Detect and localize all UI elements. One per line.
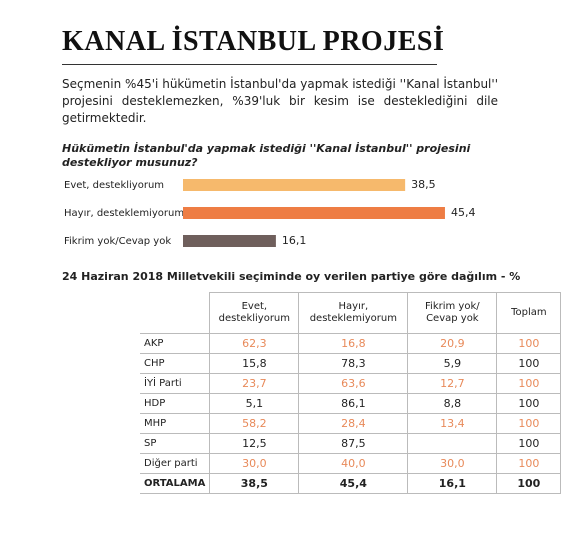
title: KANAL İSTANBUL PROJESİ (62, 26, 445, 57)
cell: 100 (496, 433, 562, 454)
cell: 5,9 (407, 353, 498, 374)
cell: 28,4 (298, 413, 409, 434)
row-label: İYİ Parti (140, 373, 211, 394)
cell: 20,9 (407, 333, 498, 354)
column-header: Evet, destekliyorum (209, 292, 300, 334)
cell: 8,8 (407, 393, 498, 414)
chart: Evet, destekliyorum 38,5 Hayır, desteklemi… (64, 178, 476, 247)
row-label: CHP (140, 353, 211, 374)
cell: 100 (496, 453, 562, 474)
cell: 30,0 (407, 453, 498, 474)
cell: 58,2 (209, 413, 300, 434)
header-row: Evet, destekliyorum Hayır, desteklemiyoru… (140, 292, 562, 334)
cell: 23,7 (209, 373, 300, 394)
cell: 15,8 (209, 353, 300, 374)
row-label: HDP (140, 393, 211, 414)
bar (183, 235, 276, 247)
cell: 63,6 (298, 373, 409, 394)
cell: 16,1 (407, 473, 498, 494)
chart-title: Hükümetin İstanbul'da yapmak istediği ''… (62, 142, 471, 169)
category-label: Hayır, desteklemiyorum (64, 208, 184, 219)
cell: 12,5 (209, 433, 300, 454)
cell: 40,0 (298, 453, 409, 474)
table-row: SP 12,5 87,5 100 (140, 433, 562, 454)
value-label: 16,1 (282, 234, 307, 247)
cell: 100 (496, 333, 562, 354)
column-header: Fikrim yok/ Cevap yok (407, 292, 498, 334)
row-label: AKP (140, 333, 211, 354)
row-label: MHP (140, 413, 211, 434)
cell: 100 (496, 393, 562, 414)
column-header (140, 293, 210, 334)
cell: 100 (496, 413, 562, 434)
row-label: SP (140, 433, 211, 454)
cell: 86,1 (298, 393, 409, 414)
table-row: HDP 5,1 86,1 8,8 100 (140, 393, 562, 414)
bar (183, 207, 445, 219)
table: Evet, destekliyorum Hayır, desteklemiyoru… (140, 292, 562, 494)
cell: 100 (496, 473, 562, 494)
cell: 5,1 (209, 393, 300, 414)
table-title: 24 Haziran 2018 Milletvekili seçiminde o… (62, 270, 521, 283)
cell: 38,5 (209, 473, 300, 494)
cell: 62,3 (209, 333, 300, 354)
cell: 12,7 (407, 373, 498, 394)
cell: 13,4 (407, 413, 498, 434)
cell: 45,4 (298, 473, 409, 494)
table-row: Diğer parti 30,0 40,0 30,0 100 (140, 453, 562, 474)
category-label: Fikrim yok/Cevap yok (64, 236, 171, 247)
column-header: Hayır, desteklemiyorum (298, 292, 409, 334)
table-row: MHP 58,2 28,4 13,4 100 (140, 413, 562, 434)
column-header: Toplam (496, 292, 562, 334)
category-label: Evet, destekliyorum (64, 180, 164, 191)
cell: 16,8 (298, 333, 409, 354)
bar (183, 179, 406, 191)
value-label: 38,5 (411, 178, 436, 191)
table-row: İYİ Parti 23,7 63,6 12,7 100 (140, 373, 562, 394)
cell: 100 (496, 373, 562, 394)
row-label: Diğer parti (140, 453, 211, 474)
cell: 87,5 (298, 433, 409, 454)
cell: 30,0 (209, 453, 300, 474)
value-label: 45,4 (451, 206, 476, 219)
table-row: ORTALAMA 38,5 45,4 16,1 100 (140, 473, 562, 494)
cell: 100 (496, 353, 562, 374)
intro: Seçmenin %45'i hükümetin İstanbul'da yap… (62, 77, 498, 125)
cell (407, 433, 498, 454)
row-label: ORTALAMA (140, 473, 211, 494)
title-rule (62, 64, 437, 65)
table-row: AKP 62,3 16,8 20,9 100 (140, 333, 562, 354)
cell: 78,3 (298, 353, 409, 374)
table-row: CHP 15,8 78,3 5,9 100 (140, 353, 562, 374)
